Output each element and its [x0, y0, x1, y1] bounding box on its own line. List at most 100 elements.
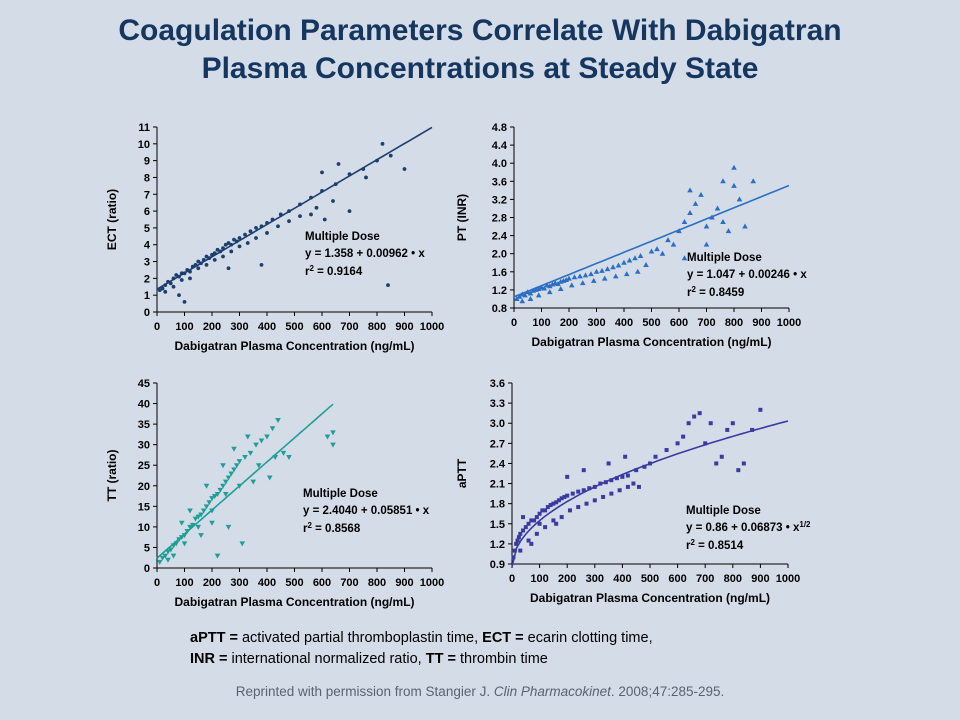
chart3-point: [209, 520, 215, 526]
chart2-point: [681, 219, 688, 225]
chart3-x-tick-label: 300: [230, 577, 248, 589]
chart1-x-tick-label: 400: [258, 321, 276, 333]
chart2-point: [665, 237, 671, 243]
chart3-x-tick-label: 700: [340, 577, 358, 589]
chart4-x-tick-label: 300: [586, 573, 604, 585]
chart2-point: [750, 178, 757, 184]
chart3-annotation-r2-value: = 0.8568: [312, 523, 361, 535]
chart1-x-tick-label: 0: [154, 321, 160, 333]
chart4-point: [551, 518, 556, 523]
chart2-point: [541, 285, 548, 291]
chart2-y-tick-label: 4.8: [492, 122, 507, 134]
chart3-point: [244, 434, 251, 440]
chart4-point: [532, 518, 537, 523]
chart4-point: [634, 468, 639, 473]
chart2-y-tick-label: 4.0: [492, 158, 507, 170]
chart3-point: [330, 442, 336, 448]
chart4-point: [581, 468, 586, 473]
chart2-x-tick-label: 500: [642, 317, 660, 329]
chart3-y-tick-label: 5: [144, 542, 150, 554]
chart3-point: [228, 471, 235, 477]
chart2-y-axis-label: PT (INR): [455, 194, 469, 241]
chart4-point: [584, 501, 589, 506]
chart4-point: [692, 414, 697, 419]
chart1-point: [336, 162, 341, 166]
chart1-point: [254, 226, 258, 230]
chart1-point: [188, 276, 192, 281]
chart2-point: [659, 250, 666, 256]
chart1-point: [215, 247, 220, 252]
chart4-point: [559, 515, 564, 520]
chart1-point: [204, 263, 209, 267]
chart2-x-tick-label: 200: [560, 317, 578, 329]
chart2-point: [557, 285, 564, 291]
chart3-y-tick-label: 40: [138, 399, 150, 411]
chart2-x-tick-label: 900: [752, 317, 770, 329]
title-line-2: Plasma Concentrations at Steady State: [201, 52, 759, 85]
chart2-y-tick-label: 2.8: [492, 213, 507, 225]
chart2-point: [626, 257, 633, 263]
chart3-fit-line: [156, 403, 334, 559]
chart1-annotation-r2-sup: 2: [309, 264, 314, 273]
chart2-point: [566, 275, 572, 281]
chart2-point: [593, 268, 600, 274]
citation: Reprinted with permission from Stangier …: [0, 684, 960, 699]
chart2-x-tick-label: 0: [511, 317, 517, 329]
chart2-annotation-r2: r2 = 0.8459: [687, 285, 744, 300]
chart1-point: [380, 141, 385, 146]
chart2-point: [612, 273, 619, 279]
chart2-point: [527, 290, 534, 296]
chart1-point: [259, 263, 264, 267]
chart4-x-axis-label: Dabigatran Plasma Concentration (ng/mL): [530, 591, 770, 605]
chart2-x-tick-label: 700: [697, 317, 715, 329]
chart4-x-tick-label: 200: [558, 573, 576, 585]
chart3-point: [181, 541, 188, 547]
chart4-point: [625, 484, 630, 489]
chart2-point: [654, 246, 660, 252]
chart1-point: [226, 241, 231, 245]
chart3-y-tick-label: 25: [138, 460, 150, 472]
chart1-point: [248, 229, 253, 234]
chart1-x-tick-label: 500: [285, 321, 303, 333]
chart2-point: [720, 219, 726, 225]
chart2-y-tick-label: 3.2: [492, 194, 507, 206]
chart3-point: [206, 500, 213, 506]
chart4-point: [675, 441, 680, 446]
chart1-point: [182, 300, 187, 304]
chart2-y-tick-label: 1.2: [492, 285, 507, 297]
chart2-point: [571, 274, 578, 280]
chart4-point: [576, 489, 581, 494]
chart2-point: [535, 292, 542, 298]
chart3-y-tick-label: 0: [144, 563, 150, 575]
chart1-annotation-title: Multiple Dose: [305, 231, 380, 243]
chart3-x-tick-label: 900: [395, 577, 413, 589]
chart2-point: [643, 262, 649, 268]
chart3-point: [220, 483, 226, 489]
chart4-point: [617, 488, 622, 493]
chart1-y-axis-label: ECT (ratio): [105, 189, 119, 250]
chart4-y-tick-label: 3.0: [490, 418, 505, 430]
chart1-x-tick-label: 100: [175, 321, 193, 333]
chart2-point: [513, 295, 520, 301]
chart3-point: [236, 459, 243, 465]
chart3-point: [222, 492, 229, 497]
chart1-point: [320, 170, 324, 175]
chart2-point: [599, 267, 605, 273]
chart4-point: [565, 493, 570, 498]
chart3-point: [214, 553, 221, 559]
footnote-line-2: INR = international normalized ratio, TT…: [190, 649, 653, 670]
chart4-point: [518, 531, 523, 536]
chart4-y-tick-label: 3.3: [490, 398, 505, 410]
chart2-point: [725, 228, 732, 234]
chart2-annotation-r2-value: = 0.8459: [696, 287, 744, 299]
chart2-point: [604, 266, 611, 272]
chart4-point: [518, 548, 523, 553]
chart2-point: [563, 276, 570, 282]
chart4-point: [545, 505, 550, 510]
chart3-y-axis-label: TT (ratio): [105, 450, 119, 502]
chart2-point: [621, 259, 627, 265]
chart3-point: [203, 483, 210, 489]
chart1-point: [237, 244, 242, 249]
chart3-x-tick-label: 600: [313, 577, 331, 589]
chart3-point: [330, 430, 336, 436]
